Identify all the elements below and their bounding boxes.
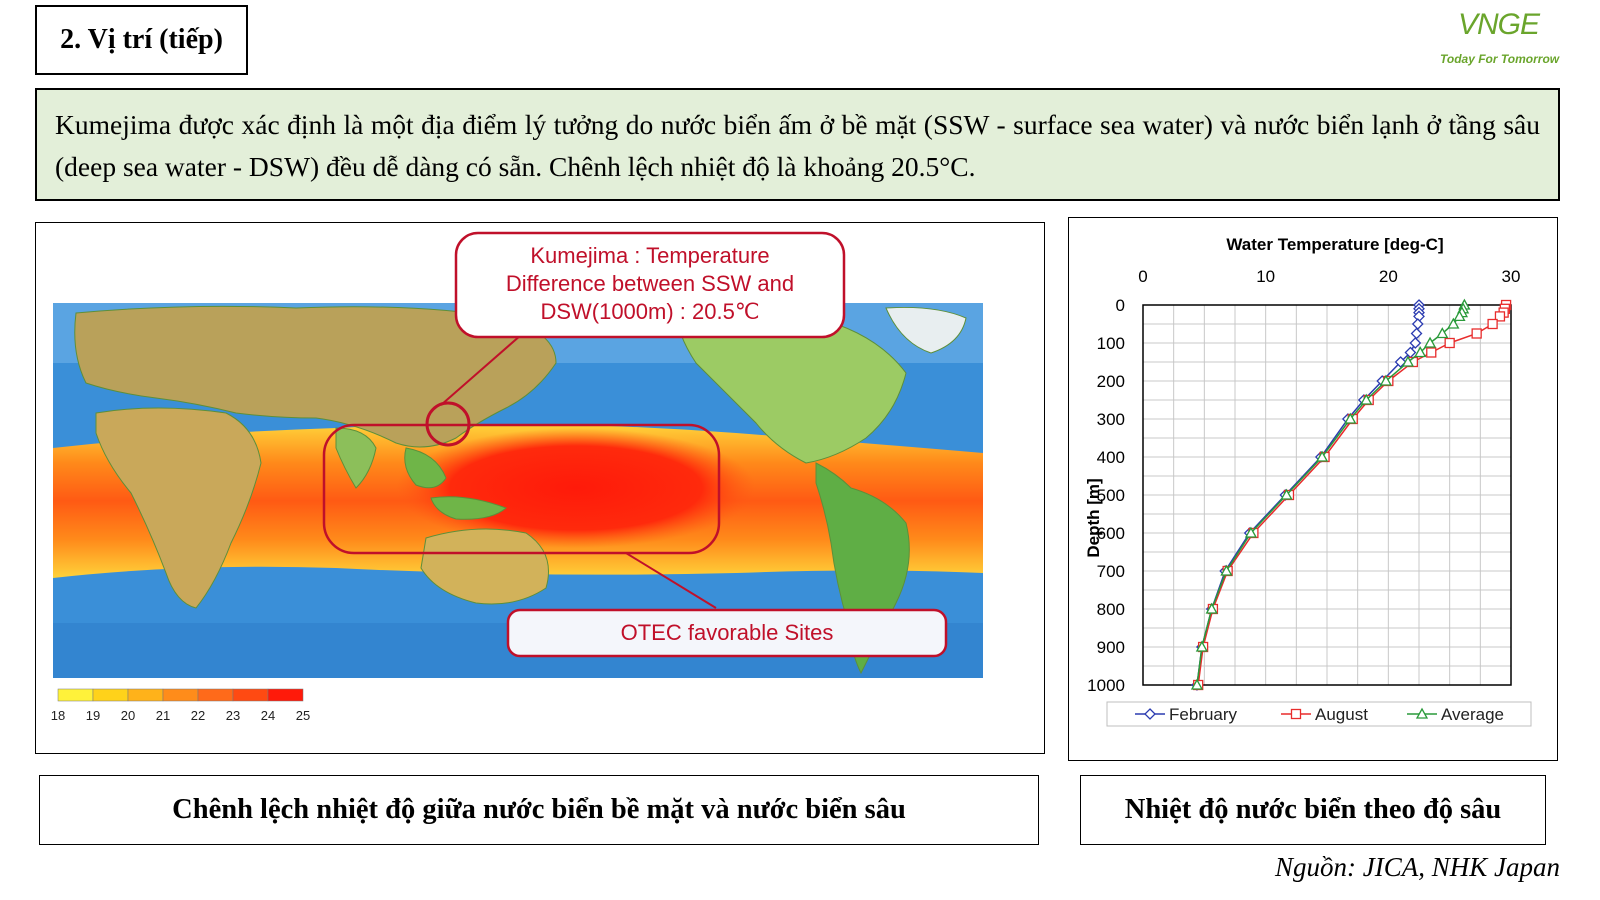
legend-box [1106, 701, 1532, 727]
plot-frame [1142, 304, 1512, 686]
colorbar-tick-label: 18 [51, 708, 65, 723]
sea-temperature-map-panel: Kumejima : Temperature Difference betwee… [35, 222, 1045, 754]
otec-label-box [506, 608, 948, 658]
y-tick-labels: 0 100 200 300 400 500 600 700 800 900 1000 [1087, 296, 1125, 695]
intro-text: Kumejima được xác định là một địa điểm l… [55, 109, 1540, 182]
data-point [1360, 393, 1373, 405]
colorbar-tick-label: 20 [121, 708, 135, 723]
data-point [1315, 450, 1329, 462]
x-tick-label: 10 [1256, 267, 1275, 286]
source-credit: Nguồn: JICA, NHK Japan [1275, 852, 1560, 882]
data-point [1494, 311, 1506, 322]
data-point [1453, 310, 1466, 322]
callout-line-2: Difference between SSW and [506, 271, 794, 296]
colorbar-segment [267, 688, 304, 702]
otec-pointer [625, 552, 717, 609]
legend-label: Average [1441, 705, 1504, 724]
map-caption: Chênh lệch nhiệt độ giữa nước biển bề mặ… [39, 775, 1039, 845]
chart-caption: Nhiệt độ nước biển theo độ sâu [1080, 775, 1546, 845]
x-tick-labels: 0 10 20 30 [1138, 267, 1520, 286]
data-point [1447, 317, 1460, 329]
legend-label: February [1169, 705, 1238, 724]
data-point [1205, 602, 1218, 614]
vnge-logo: VNGE Today For Tomorrow [1440, 8, 1580, 78]
series-average [1190, 298, 1471, 690]
warm-pool [396, 428, 756, 548]
y-tick-label: 200 [1097, 372, 1125, 391]
kumejima-marker [425, 401, 471, 447]
colorbar-tick-label: 21 [156, 708, 170, 723]
x-tick-label: 20 [1379, 267, 1398, 286]
data-point [1280, 488, 1293, 500]
colorbar-segment [57, 688, 94, 702]
data-point [1190, 678, 1204, 690]
data-point [1444, 337, 1455, 349]
callout-pointer [440, 334, 522, 406]
y-tick-label: 500 [1097, 486, 1125, 505]
y-tick-label: 400 [1097, 448, 1125, 467]
colorbar-segment [162, 688, 199, 702]
data-point [1410, 327, 1423, 340]
chart-series [1190, 298, 1512, 691]
data-point [1379, 374, 1392, 386]
water-temperature-chart: Water Temperature [deg-C] Depth [m] 0 10 2… [1084, 235, 1532, 727]
data-point [1423, 336, 1437, 348]
intro-text-box: Kumejima được xác định là một địa điểm l… [35, 88, 1560, 201]
legend-label: August [1315, 705, 1368, 724]
y-axis-label: Depth [m] [1084, 478, 1103, 557]
data-point [1244, 526, 1258, 538]
colorbar-tick-label: 23 [226, 708, 240, 723]
water-temperature-chart-panel: Water Temperature [deg-C] Depth [m] 0 10 2… [1068, 217, 1558, 761]
temperature-colorbar: 18 19 20 21 22 23 24 25 [51, 688, 310, 723]
continents [74, 305, 967, 675]
kumejima-callout [454, 231, 846, 339]
data-point [1411, 318, 1424, 330]
data-point [1426, 347, 1437, 358]
data-point [1220, 564, 1233, 576]
legend-marker [1290, 708, 1302, 720]
chart-grid [1142, 304, 1512, 686]
logo-text: VNGE [1458, 8, 1540, 41]
x-tick-label: 30 [1502, 267, 1521, 286]
data-point [1409, 337, 1422, 349]
x-tick-label: 0 [1138, 267, 1147, 286]
y-tick-label: 300 [1097, 410, 1125, 429]
data-point [1436, 327, 1449, 339]
colorbar-segment [127, 688, 164, 702]
y-tick-label: 800 [1097, 600, 1125, 619]
y-tick-label: 600 [1097, 524, 1125, 543]
colorbar-tick-label: 24 [261, 708, 275, 723]
logo-tagline: Today For Tomorrow [1440, 52, 1560, 66]
colorbar-segment [92, 688, 129, 702]
colorbar-segment [232, 688, 269, 702]
y-tick-label: 700 [1097, 562, 1125, 581]
data-point [1195, 640, 1208, 652]
legend-marker [1415, 707, 1429, 719]
chart-legend: February August Average [1135, 705, 1504, 724]
data-point [1344, 412, 1357, 424]
data-point [1487, 318, 1498, 330]
y-tick-label: 1000 [1087, 676, 1125, 695]
slide-title: 2. Vị trí (tiếp) [35, 5, 248, 75]
data-point [1471, 328, 1482, 339]
sea-temperature-map: Kumejima : Temperature Difference betwee… [51, 231, 983, 723]
colorbar-tick-label: 19 [86, 708, 100, 723]
callout-line-1: Kumejima : Temperature [530, 243, 769, 268]
chart-title: Water Temperature [deg-C] [1226, 235, 1443, 254]
y-tick-label: 900 [1097, 638, 1125, 657]
colorbar-tick-label: 25 [296, 708, 310, 723]
otec-label: OTEC favorable Sites [621, 620, 834, 645]
y-tick-label: 0 [1116, 296, 1125, 315]
y-tick-label: 100 [1097, 334, 1125, 353]
data-point [1401, 355, 1415, 367]
callout-line-3: DSW(1000m) : 20.5℃ [540, 299, 759, 324]
legend-marker [1144, 708, 1156, 720]
colorbar-tick-label: 22 [191, 708, 205, 723]
otec-sites-outline [322, 423, 721, 555]
data-point [1414, 346, 1427, 358]
colorbar-segment [197, 688, 234, 702]
